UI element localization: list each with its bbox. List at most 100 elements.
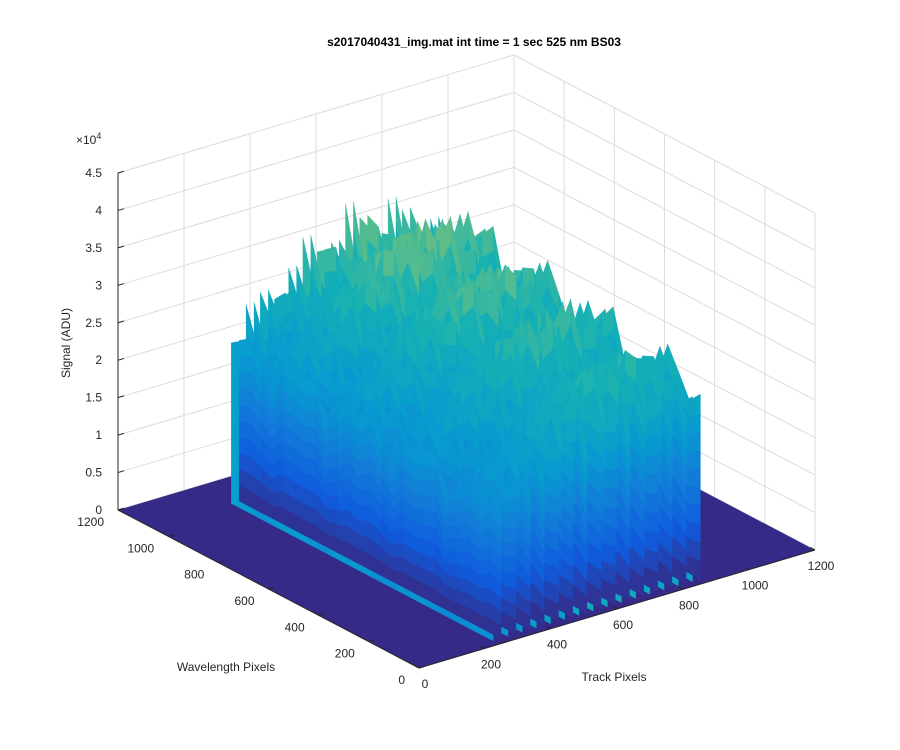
track-ridge-face [446,549,458,565]
z-tick-label: 0 [95,503,102,517]
y-tick-mark [318,613,325,616]
z-exponent-power: 4 [96,131,101,141]
x-tick-label: 400 [547,638,567,652]
track-ridge-face [304,440,316,460]
track-ridge-face [336,327,349,349]
x-tick-mark [546,625,552,630]
z-exponent-base: ×10 [76,133,97,147]
track-ridge-face [564,399,577,423]
track-ridge-face [604,505,616,529]
track-ridge-face [304,377,316,395]
grid-line [513,166,816,326]
grid-line [513,204,816,364]
z-tick-label: 4.5 [85,166,102,180]
y-tick-label: 600 [234,594,254,608]
track-ridge-face [457,563,469,580]
track-ridge-face [384,409,397,429]
y-tick-mark [418,665,426,669]
track-ridge-face [457,522,469,539]
track-ridge-face [444,322,457,346]
z-axis-label: Signal (ADU) [59,308,73,378]
track-ridge-face [304,425,316,444]
track-ridge-face [310,235,322,305]
track-ridge-face [479,572,491,588]
track-ridge-face [504,527,517,543]
y-tick-mark [168,534,175,537]
track-ridge-face [504,556,517,574]
track-ridge-face [337,493,349,511]
track-ridge-face [689,503,701,524]
z-tick-mark [117,245,125,249]
z-tick-label: 3 [95,278,102,292]
track-ridge-face [337,509,349,527]
y-tick-label: 1000 [127,541,154,555]
track-ridge-face [547,476,559,498]
track-ridge-face [457,551,469,566]
track-ridge-face [382,250,394,277]
track-ridge-face [326,494,338,511]
track-ridge-face [282,290,294,317]
x-tick-mark [480,645,486,649]
z-tick-label: 4 [95,203,102,217]
track-ridge-face [424,465,436,482]
track-ridge-face [547,459,559,481]
x-tick-label: 1000 [742,579,769,593]
track-ridge-face [363,381,375,401]
track-ridge-face [238,436,251,457]
track-ridge-face [604,449,616,471]
track-ridge-face [547,511,559,534]
z-exponent-label: ×104 [76,131,101,147]
y-tick-label: 1200 [77,515,104,529]
x-tick-label: 800 [679,598,699,612]
track-ridge-face [604,486,616,509]
x-tick-mark [810,547,816,551]
track-ridge-face [238,420,251,440]
z-tick-mark [117,208,125,211]
track-ridge-face [479,587,491,603]
track-ridge-face [689,486,701,506]
chart-labels: s2017040431_img.mat int time = 1 sec 525… [59,35,646,684]
y-tick-mark [268,586,275,590]
x-tick-label: 200 [481,657,501,671]
track-ridge-face [604,430,616,452]
track-ridge-face [689,449,701,470]
track-ridge-face [324,246,337,273]
track-ridge-face [359,472,371,491]
x-tick-label: 0 [422,677,429,691]
track-ridge-face [457,536,469,552]
y-tick-mark [368,639,375,643]
track-ridge-face [238,338,251,357]
track-ridge-face [464,449,476,468]
chart-axes: 0200400600800100012000200400600800100012… [77,166,834,691]
track-ridge-face [359,504,371,522]
track-ridge [231,338,502,642]
track-ridge-face [238,404,251,423]
z-tick-mark [117,470,125,474]
track-ridge-face [384,425,397,444]
track-ridge-face [564,420,577,443]
track-ridge-face [253,302,266,359]
grid-line [117,91,515,211]
track-ridge-face [359,519,371,538]
track-ridge-face [483,463,495,481]
track-ridge-face [646,512,658,533]
track-ridge-face [604,412,616,433]
x-axis-label: Track Pixels [582,670,647,684]
track-ridge-face [367,214,379,252]
x-tick-label: 600 [613,618,633,632]
track-ridge-face [504,570,517,589]
x-tick-mark [612,606,618,610]
track-ridge-face [604,468,616,490]
track-ridge-face [238,371,251,390]
track-ridge-face [646,453,658,476]
x-tick-mark [678,586,684,590]
track-ridge-face [446,512,458,526]
track-ridge-face [446,499,458,514]
grid-line [513,241,816,401]
grid-line [117,129,515,249]
track-ridge-face [547,494,559,516]
grid-line [513,54,816,214]
track-ridge-face [361,328,374,351]
track-ridge-face [481,401,494,422]
track-ridge-face [391,542,404,558]
